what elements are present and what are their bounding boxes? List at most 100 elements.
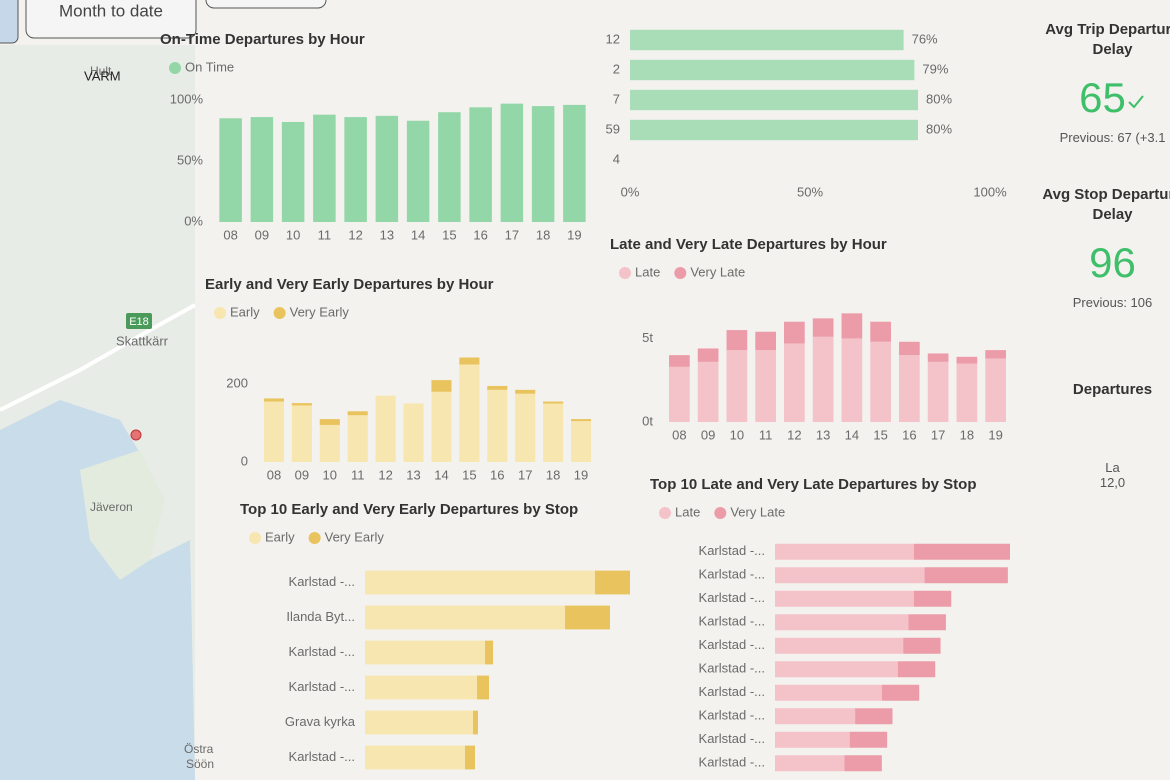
bar (726, 330, 748, 351)
map-place: VARM (84, 68, 121, 83)
x-tick-label: 09 (701, 427, 715, 442)
x-tick-label: 17 (505, 227, 519, 242)
bar (365, 675, 477, 700)
bar (531, 106, 555, 222)
kpi-number: 65 (1079, 74, 1126, 121)
bar (500, 103, 524, 222)
bar (365, 710, 473, 735)
legend-label: Very Early (290, 304, 350, 319)
y-tick-label: 200 (226, 375, 248, 390)
x-tick-label: 16 (490, 467, 504, 482)
bar (630, 59, 915, 81)
y-tick-label: Karlstad -... (699, 543, 765, 558)
y-tick-label: 0t (642, 413, 653, 428)
x-tick-label: 12 (378, 467, 392, 482)
kpi-previous: Previous: 67 (+3.1 (1059, 130, 1166, 145)
bar (844, 755, 882, 772)
x-tick-label: 10 (730, 427, 744, 442)
bar (543, 403, 564, 462)
kpi-label: La (1105, 460, 1120, 475)
bar (784, 321, 805, 344)
x-tick-label: 09 (295, 467, 309, 482)
filter-button[interactable] (0, 0, 19, 44)
bar (908, 614, 946, 631)
bar (870, 341, 891, 422)
x-tick-label: 13 (406, 467, 420, 482)
bar (375, 115, 399, 222)
bar (487, 389, 508, 462)
x-tick-label: 19 (574, 467, 588, 482)
filter-button[interactable] (25, 0, 197, 39)
kpi-column: Avg Trip Departure Delay 65 Previous: 67… (1025, 20, 1170, 780)
map-place: Skattkärr (116, 333, 169, 348)
bar (431, 380, 452, 392)
y-tick-label: Karlstad -... (289, 644, 355, 659)
chart-title: Top 10 Late and Very Late Departures by … (650, 476, 976, 493)
bar (630, 89, 918, 111)
bar (726, 350, 748, 422)
map: Hult VARM E18 Skattkärr Jäveron Östra Sö… (0, 45, 214, 780)
x-tick-label: 19 (988, 427, 1002, 442)
map-road (0, 303, 196, 412)
chart-title: Top 10 Early and Very Early Departures b… (240, 501, 578, 518)
bar (903, 637, 941, 654)
map-marker (130, 429, 142, 441)
bar (899, 341, 920, 356)
bar (775, 731, 850, 748)
bar (365, 745, 465, 770)
y-tick-label: Karlstad -... (289, 679, 355, 694)
bar (403, 403, 424, 462)
bar (263, 398, 285, 402)
bar (956, 356, 978, 364)
data-label: 80% (926, 121, 952, 136)
map-place: Söön (186, 757, 214, 771)
filter-button[interactable] (205, 0, 327, 9)
kpi-title: Departures (1072, 381, 1153, 398)
bar (459, 357, 480, 365)
legend-label: Very Early (325, 529, 385, 544)
y-tick-label: Karlstad -... (699, 614, 765, 629)
bar (281, 121, 305, 222)
y-tick-label: 100% (170, 91, 204, 106)
bar (855, 708, 893, 725)
bar (406, 120, 430, 222)
road-sign (126, 313, 152, 329)
y-tick-label: Karlstad -... (699, 567, 765, 582)
bar (913, 590, 952, 607)
bar (365, 640, 485, 665)
kpi-previous: Previous: 106 (1072, 295, 1153, 310)
y-tick-label: 59 (606, 121, 620, 136)
y-tick-label: Karlstad -... (699, 731, 765, 746)
map-place: E18 (129, 316, 149, 328)
chart-title: On-Time Departures by Hour (160, 31, 365, 48)
legend-label: On Time (185, 59, 234, 74)
y-tick-label: Ilanda Byt... (286, 609, 355, 624)
bar (755, 350, 776, 422)
x-tick-label: 08 (267, 467, 281, 482)
bar (669, 355, 690, 367)
y-tick-label: Karlstad -... (699, 637, 765, 652)
bar (913, 543, 1010, 560)
bar (219, 118, 242, 222)
y-tick-label: 12 (606, 31, 620, 46)
bar (477, 675, 489, 700)
x-tick-label: 09 (255, 227, 269, 242)
data-label: 79% (922, 61, 948, 76)
x-tick-label: 12 (348, 227, 362, 242)
y-tick-label: 0% (184, 213, 203, 228)
x-tick-label: 13 (816, 427, 830, 442)
x-tick-label: 14 (411, 227, 425, 242)
bar (319, 419, 340, 425)
y-tick-label: Karlstad -... (699, 661, 765, 676)
bar (313, 114, 336, 222)
x-tick-label: 15 (462, 467, 476, 482)
x-tick-label: 08 (223, 227, 237, 242)
x-tick-label: 16 (902, 427, 916, 442)
legend-swatch (659, 507, 671, 519)
bar (775, 614, 909, 631)
bar (291, 405, 312, 462)
bar (775, 567, 925, 584)
x-tick-label: 50% (797, 184, 823, 199)
map-water (0, 400, 195, 780)
